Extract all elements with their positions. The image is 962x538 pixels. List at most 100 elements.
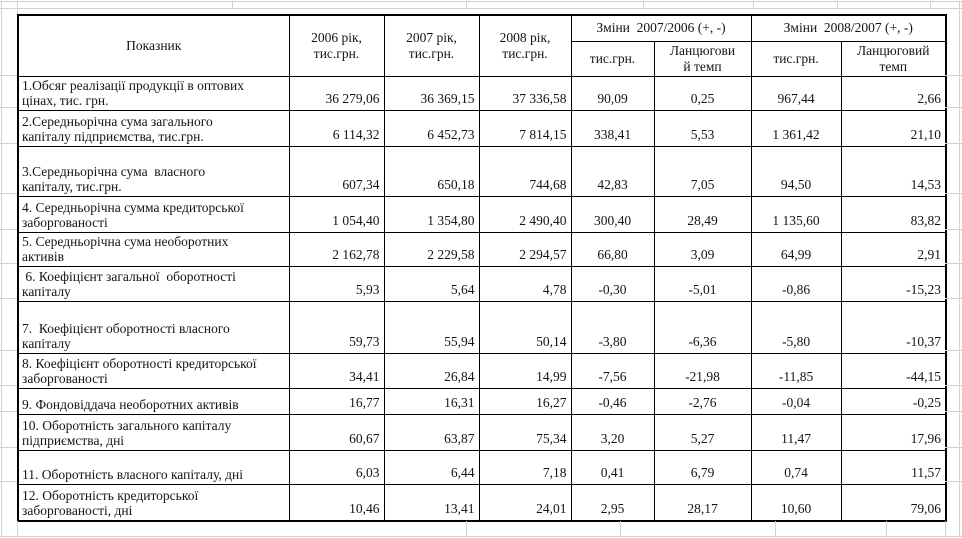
cell-value: 7 814,15: [478, 109, 572, 147]
sheet-gridline: [1, 1, 2, 536]
sheet-gridline: [0, 447, 17, 448]
cell-value: 5,64: [383, 265, 480, 302]
sheet-gridline: [0, 298, 17, 299]
cell-value: 0,25: [653, 75, 752, 111]
sheet-gridline: [0, 193, 17, 194]
subheader-ths-grn-08-07: тис.грн.: [750, 40, 842, 77]
cell-value: 64,99: [750, 231, 842, 267]
sheet-gridline: [959, 1, 960, 536]
cell-value: 26,84: [383, 352, 480, 389]
sheet-gridline: [886, 521, 887, 536]
cell-value: -2,76: [653, 387, 752, 415]
sheet-gridline: [945, 411, 962, 412]
subheader-chain-rate-07-06: Ланцюгови й темп: [653, 40, 752, 77]
row-label: 3.Середньорічна сума власного капіталу, …: [17, 145, 290, 197]
sheet-gridline: [466, 1, 467, 8]
cell-value: 14,99: [478, 352, 572, 389]
cell-value: 3,09: [653, 231, 752, 267]
cell-value: 83,82: [840, 195, 947, 233]
cell-value: 2 294,57: [478, 231, 572, 267]
cell-value: 744,68: [478, 145, 572, 197]
sheet-gridline: [0, 75, 17, 76]
cell-value: 2 162,78: [288, 231, 385, 267]
sheet-gridline: [753, 1, 754, 8]
col-header-2008: 2008 рік, тис.грн.: [478, 14, 572, 77]
cell-value: 75,34: [478, 413, 572, 451]
cell-value: 6,44: [383, 449, 480, 485]
table-row: 6. Коефіцієнт загальної оборотності капі…: [17, 265, 947, 302]
row-label: 2.Середньорічна сума загального капіталу…: [17, 109, 290, 147]
row-label: 9. Фондовіддача необоротних активів: [17, 387, 290, 415]
table-row: 8. Коефіцієнт оборотності кредиторської …: [17, 352, 947, 389]
cell-value: 6 452,73: [383, 109, 480, 147]
table-row: 2.Середньорічна сума загального капіталу…: [17, 109, 947, 147]
cell-value: -7,56: [570, 352, 655, 389]
cell-value: 94,50: [750, 145, 842, 197]
sheet-gridline: [232, 1, 233, 8]
sheet-gridline: [0, 229, 17, 230]
sheet-gridline: [945, 143, 962, 144]
cell-value: 0,74: [750, 449, 842, 485]
cell-value: -5,80: [750, 300, 842, 354]
cell-value: -0,25: [840, 387, 947, 415]
sheet-gridline: [945, 481, 962, 482]
table-row: 12. Оборотність кредиторської заборгован…: [17, 483, 947, 522]
table-row: 4. Середньорічна сумма кредиторської заб…: [17, 195, 947, 233]
sheet-gridline: [945, 521, 946, 536]
cell-value: 650,18: [383, 145, 480, 197]
cell-value: -6,36: [653, 300, 752, 354]
row-label: 12. Оборотність кредиторської заборгован…: [17, 483, 290, 522]
cell-value: -0,30: [570, 265, 655, 302]
cell-value: 14,53: [840, 145, 947, 197]
col-header-2007: 2007 рік, тис.грн.: [383, 14, 480, 77]
cell-value: 36 369,15: [383, 75, 480, 111]
col-group-change-2007-2006: Зміни 2007/2006 (+, -): [570, 14, 752, 42]
cell-value: 967,44: [750, 75, 842, 111]
cell-value: 16,27: [478, 387, 572, 415]
sheet-gridline: [930, 1, 931, 8]
cell-value: 66,80: [570, 231, 655, 267]
cell-value: 90,09: [570, 75, 655, 111]
table-body: 1.Обсяг реалізації продукції в оптових ц…: [17, 75, 947, 522]
row-label: 6. Коефіцієнт загальної оборотності капі…: [17, 265, 290, 302]
sheet-gridline: [945, 229, 962, 230]
cell-value: 79,06: [840, 483, 947, 522]
cell-value: 1 354,80: [383, 195, 480, 233]
cell-value: -21,98: [653, 352, 752, 389]
cell-value: 13,41: [383, 483, 480, 522]
sheet-gridline: [945, 263, 962, 264]
sheet-gridline: [945, 298, 962, 299]
cell-value: 607,34: [288, 145, 385, 197]
cell-value: 36 279,06: [288, 75, 385, 111]
sheet-gridline: [945, 193, 962, 194]
cell-value: 6 114,32: [288, 109, 385, 147]
cell-value: 0,41: [570, 449, 655, 485]
table-header: Показник 2006 рік, тис.грн. 2007 рік, ти…: [17, 14, 947, 77]
cell-value: 10,46: [288, 483, 385, 522]
cell-value: 2 229,58: [383, 231, 480, 267]
sheet-gridline: [0, 350, 17, 351]
cell-value: -44,15: [840, 352, 947, 389]
cell-value: -0,46: [570, 387, 655, 415]
cell-value: -10,37: [840, 300, 947, 354]
header-row-2: тис.грн. Ланцюгови й темп тис.грн. Ланцю…: [18, 40, 947, 77]
sheet-gridline: [0, 107, 17, 108]
row-label: 5. Середньорічна сума необоротних активі…: [17, 231, 290, 267]
table-row: 3.Середньорічна сума власного капіталу, …: [17, 145, 947, 197]
cell-value: -0,86: [750, 265, 842, 302]
cell-value: 60,67: [288, 413, 385, 451]
cell-value: 24,01: [478, 483, 572, 522]
cell-value: 16,77: [288, 387, 385, 415]
sheet-gridline: [17, 8, 18, 14]
sheet-gridline: [0, 536, 962, 537]
cell-value: 5,53: [653, 109, 752, 147]
row-label: 11. Оборотність власного капіталу, дні: [17, 449, 290, 485]
sheet-gridline: [775, 521, 776, 536]
cell-value: -0,04: [750, 387, 842, 415]
sheet-gridline: [0, 143, 17, 144]
table-row: 10. Оборотність загального капіталу підп…: [17, 413, 947, 451]
cell-value: 34,41: [288, 352, 385, 389]
row-label: 8. Коефіцієнт оборотності кредиторської …: [17, 352, 290, 389]
cell-value: 2,91: [840, 231, 947, 267]
